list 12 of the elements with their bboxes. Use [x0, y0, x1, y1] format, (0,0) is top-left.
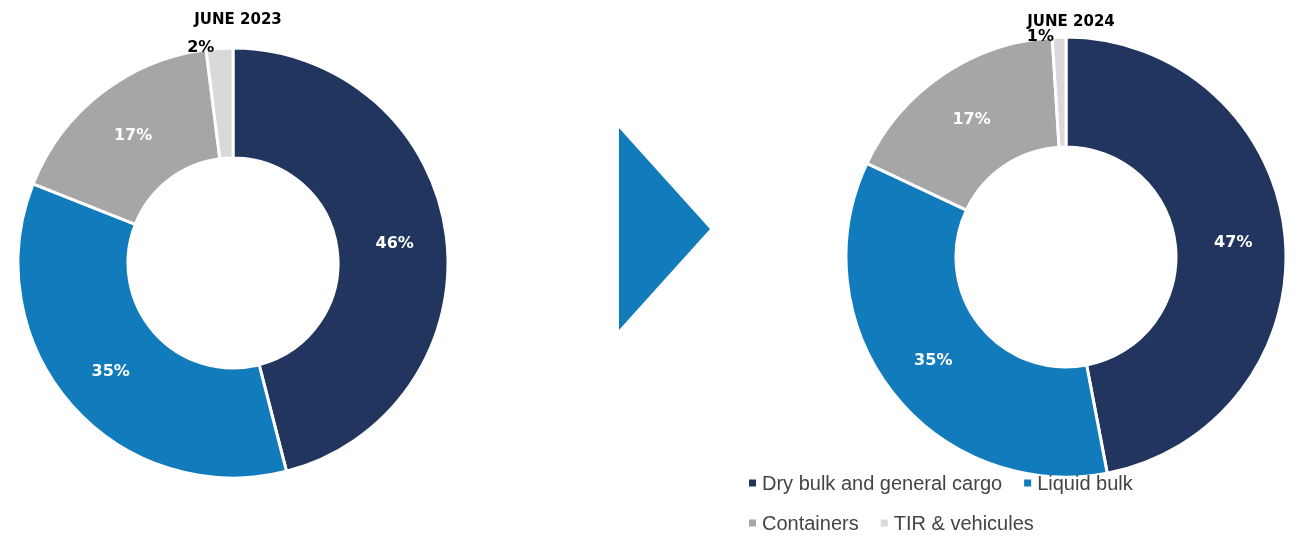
legend-label: Dry bulk and general cargo [762, 472, 1003, 494]
data-label: 2% [187, 36, 215, 56]
legend-label: TIR & vehicules [893, 512, 1034, 534]
chart-title: JUNE 2023 [193, 9, 282, 28]
legend-label: Containers [762, 512, 859, 534]
data-label: 47% [1214, 231, 1253, 251]
data-label: 17% [113, 124, 153, 144]
data-label: 35% [914, 350, 953, 370]
data-label: 35% [91, 361, 130, 381]
data-label: 46% [375, 233, 414, 253]
data-label: 17% [952, 108, 991, 128]
legend-label: Liquid bulk [1037, 472, 1134, 494]
